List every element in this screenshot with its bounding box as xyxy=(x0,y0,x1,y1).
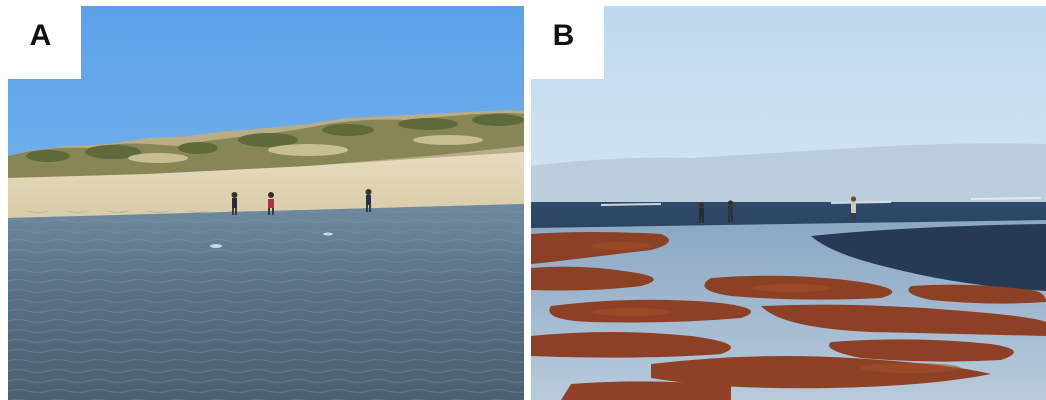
panel-label-box: A xyxy=(8,6,81,79)
beach-dune-photo xyxy=(8,6,524,400)
panel-label-box: B xyxy=(531,6,604,79)
reef-seaweed-photo xyxy=(531,6,1046,400)
panel-label-b: B xyxy=(553,19,575,53)
photo-panel-a: A xyxy=(8,6,524,400)
photo-panel-b: B xyxy=(531,6,1046,400)
panel-label-a: A xyxy=(30,19,52,53)
